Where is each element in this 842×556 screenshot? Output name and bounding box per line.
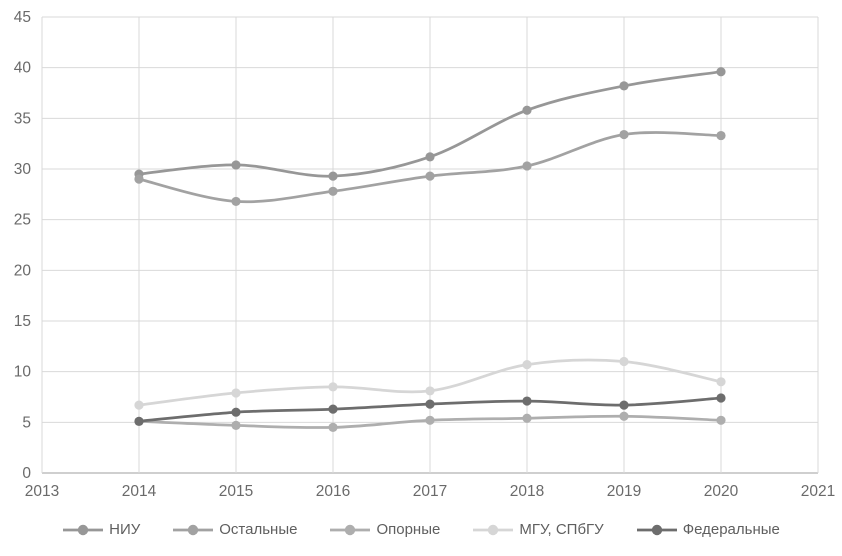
y-axis-tick-label: 35 [14,110,31,127]
x-axis-tick-label: 2013 [25,483,59,500]
series-marker-1 [425,171,435,181]
series-marker-0 [231,160,241,170]
legend-marker [488,524,499,535]
series-marker-2 [619,411,629,421]
legend-marker [77,524,89,535]
y-axis-tick-label: 40 [14,60,32,77]
series-marker-3 [328,382,338,392]
legend-item-1: Остальные [172,521,297,538]
legend-item-3: МГУ, СПбГУ [472,521,604,538]
x-axis-tick-label: 2017 [413,483,447,500]
series-marker-2 [522,413,532,423]
series-marker-2 [716,415,726,425]
series-marker-0 [425,152,435,162]
legend-marker [345,524,356,535]
series-marker-3 [716,377,726,387]
series-marker-4 [619,400,629,410]
series-marker-4 [522,396,532,406]
legend-item-2: Опорные [329,521,440,538]
series-marker-0 [716,67,726,77]
legend-item-4: Федеральные [636,521,780,538]
series-marker-0 [328,171,338,181]
x-axis-tick-label: 2018 [510,483,544,500]
series-marker-1 [619,129,629,140]
x-axis-tick-label: 2021 [801,483,835,500]
series-marker-3 [522,359,532,370]
legend-item-0: НИУ [62,521,140,538]
series-marker-1 [231,196,241,207]
series-marker-1 [328,186,338,196]
y-axis-tick-label: 45 [14,9,31,26]
chart-legend: НИУ Остальные Опорные МГУ, СПбГУ Федеральные [0,521,842,538]
series-marker-2 [425,415,435,425]
series-marker-4 [231,407,241,417]
y-axis-tick-label: 20 [14,262,32,279]
series-marker-1 [522,161,532,171]
x-axis-tick-label: 2015 [219,483,253,500]
y-axis-tick-label: 5 [22,414,31,431]
legend-label: НИУ [109,521,141,538]
series-marker-2 [231,420,241,430]
y-axis-tick-label: 25 [14,212,31,229]
series-marker-4 [134,416,144,426]
y-axis-tick-label: 15 [14,313,31,330]
legend-swatch-icon [636,524,677,535]
x-axis-tick-label: 2020 [704,483,739,500]
y-axis-tick-label: 30 [14,161,32,178]
series-marker-3 [134,400,144,410]
series-marker-4 [328,404,338,414]
line-chart-svg: 0 5 10 15 20 25 30 35 40 45 2013 2014 2015 2016 2017 20… [14,9,835,500]
legend-swatch-icon [173,524,214,535]
series-marker-3 [619,356,629,367]
legend-label: МГУ, СПбГУ [519,521,604,538]
series-marker-1 [134,174,144,184]
legend-marker [188,524,199,535]
series-marker-0 [619,81,629,91]
legend-label: Федеральные [682,521,780,538]
series-marker-3 [425,386,435,396]
series-marker-0 [522,105,532,115]
y-axis-tick-label: 10 [14,364,32,381]
series-marker-4 [716,393,726,403]
series-marker-4 [425,399,435,409]
x-axis-tick-label: 2016 [316,483,350,500]
x-axis-tick-label: 2014 [122,483,157,500]
series-marker-2 [328,422,338,432]
legend-swatch-icon [63,524,104,535]
series-marker-3 [231,388,241,398]
y-axis-tick-label: 0 [22,465,31,482]
legend-marker [651,524,662,535]
series-marker-1 [716,130,726,141]
x-axis-tick-label: 2019 [607,483,641,500]
legend-swatch-icon [330,524,371,535]
legend-label: Остальные [219,521,298,538]
legend-swatch-icon [473,524,514,535]
legend-label: Опорные [376,521,441,538]
